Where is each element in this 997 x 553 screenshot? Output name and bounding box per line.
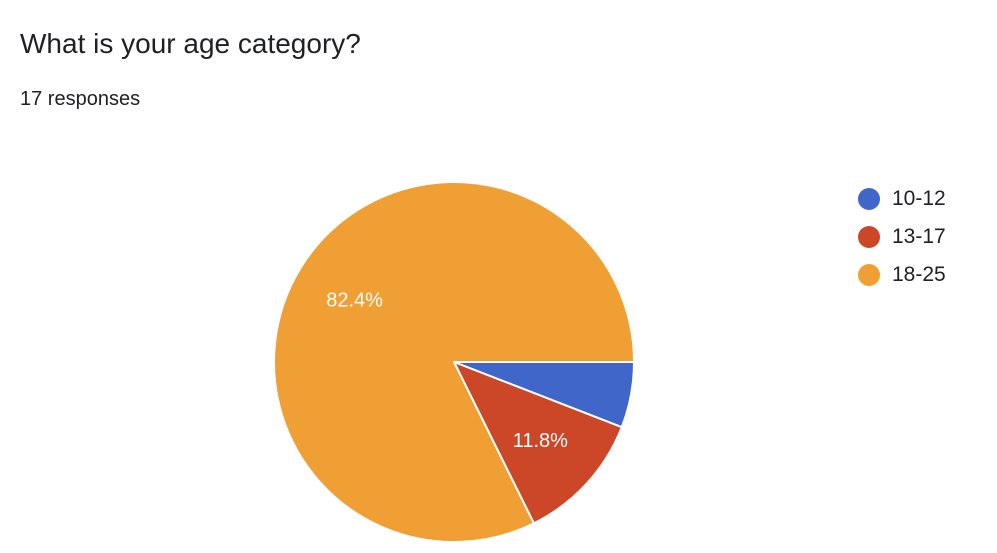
response-count: 17 responses — [20, 88, 141, 110]
legend: 10-12 13-17 18-25 — [858, 180, 946, 294]
legend-swatch-10-12 — [858, 188, 880, 210]
legend-item-13-17[interactable]: 13-17 — [858, 218, 946, 256]
pie-slice-18-25[interactable] — [273, 181, 635, 543]
legend-swatch-13-17 — [858, 226, 880, 248]
legend-label-18-25: 18-25 — [892, 263, 946, 286]
question-title: What is your age category? — [20, 28, 361, 59]
legend-item-10-12[interactable]: 10-12 — [858, 180, 946, 218]
pie-slice-13-17[interactable] — [453, 361, 623, 525]
legend-item-18-25[interactable]: 18-25 — [858, 256, 946, 294]
legend-swatch-18-25 — [858, 264, 880, 286]
legend-label-13-17: 13-17 — [892, 225, 946, 248]
data-label-18-25: 82.4% — [326, 289, 383, 311]
legend-label-10-12: 10-12 — [892, 187, 946, 210]
data-label-13-17: 11.8% — [513, 430, 568, 452]
